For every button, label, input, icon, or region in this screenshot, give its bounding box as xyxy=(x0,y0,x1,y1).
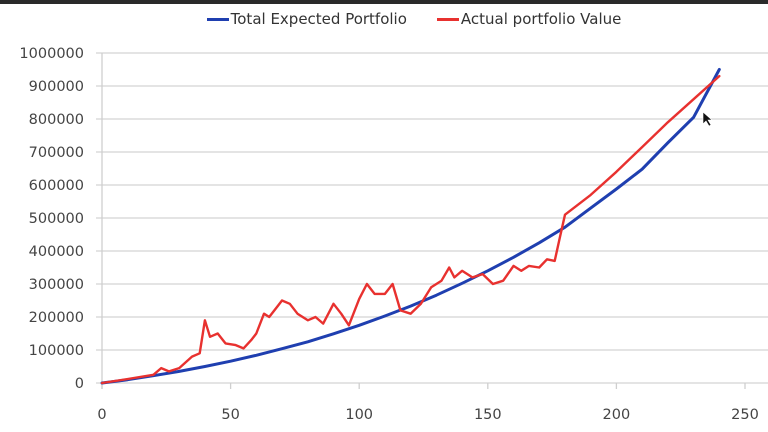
x-tick-label: 0 xyxy=(97,407,106,423)
y-axis: 0 100000 200000 300000 400000 500000 600000 700… xyxy=(19,46,84,392)
x-tick-label: 150 xyxy=(474,407,502,423)
mouse-cursor-icon xyxy=(702,111,713,127)
x-tick-label: 250 xyxy=(731,407,759,423)
x-tick-label: 200 xyxy=(603,407,631,423)
y-tick-label: 900000 xyxy=(29,79,84,95)
y-tick-label: 700000 xyxy=(29,145,84,161)
legend-label-actual: Actual portfolio Value xyxy=(460,10,622,28)
x-tick-label: 100 xyxy=(345,407,373,423)
y-tick-label: 500000 xyxy=(29,211,84,227)
y-tick-label: 300000 xyxy=(29,277,84,293)
legend-label-expected: Total Expected Portfolio xyxy=(230,10,407,28)
top-bar xyxy=(0,0,768,4)
gridlines xyxy=(96,52,768,389)
legend-item-expected: Total Expected Portfolio xyxy=(206,10,407,28)
chart-legend: Total Expected Portfolio Actual portfoli… xyxy=(0,10,768,28)
y-tick-label: 100000 xyxy=(29,343,84,359)
legend-item-actual: Actual portfolio Value xyxy=(436,10,622,28)
actual-portfolio-line xyxy=(100,74,721,385)
y-tick-label: 0 xyxy=(75,376,84,392)
y-tick-label: 200000 xyxy=(29,310,84,326)
x-tick-label: 50 xyxy=(221,407,239,423)
y-tick-label: 600000 xyxy=(29,178,84,194)
legend-swatch-red xyxy=(436,17,459,21)
series-lines xyxy=(100,68,721,385)
legend-swatch-blue xyxy=(206,17,229,21)
expected-portfolio-line xyxy=(100,68,721,385)
x-axis: 0 50 100 150 200 250 xyxy=(97,407,758,423)
y-tick-label: 800000 xyxy=(29,112,84,128)
y-tick-label: 400000 xyxy=(29,244,84,260)
y-tick-label: 1000000 xyxy=(19,46,84,62)
